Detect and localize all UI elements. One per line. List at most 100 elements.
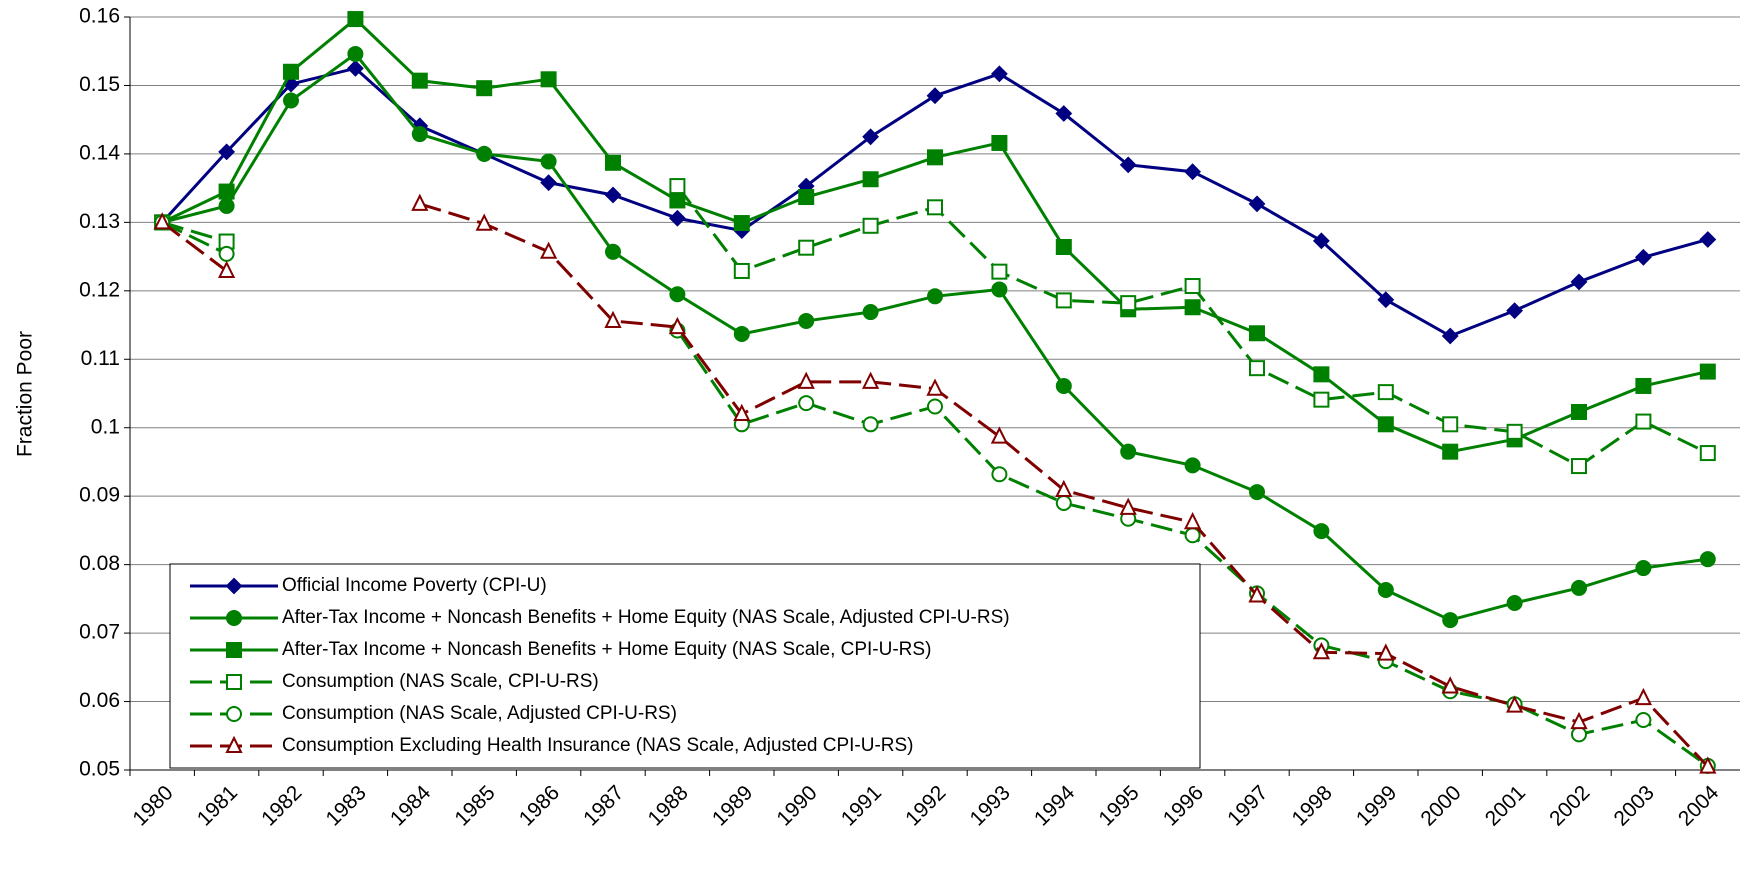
marker [1377, 581, 1394, 598]
marker [862, 304, 879, 321]
marker [1635, 560, 1652, 577]
x-tick-label: 1990 [772, 781, 821, 830]
x-tick-label: 2000 [1416, 781, 1465, 830]
marker [1055, 495, 1072, 512]
marker [733, 262, 750, 279]
marker [991, 134, 1008, 151]
marker [1055, 479, 1073, 498]
marker [862, 416, 879, 433]
x-tick-label: 1985 [450, 781, 499, 830]
marker [1055, 239, 1072, 256]
marker [1184, 527, 1201, 544]
marker [1249, 484, 1265, 501]
marker [1699, 756, 1717, 774]
marker [1506, 423, 1523, 440]
marker [1248, 195, 1266, 213]
x-tick-label: 1983 [322, 781, 371, 830]
x-tick-label: 1998 [1288, 781, 1337, 830]
marker [862, 128, 880, 146]
marker [218, 245, 235, 262]
legend-marker [226, 642, 242, 658]
marker [669, 286, 686, 303]
marker [668, 316, 687, 335]
legend-label: Official Income Poverty (CPI-U) [282, 575, 547, 596]
marker [1183, 511, 1202, 530]
marker [990, 65, 1008, 83]
x-tick-label: 1984 [386, 781, 436, 831]
x-tick-label: 1986 [515, 781, 564, 830]
marker [862, 217, 879, 234]
legend-marker [225, 735, 243, 753]
legend: Official Income Poverty (CPI-U) After-Tax… [169, 563, 1201, 769]
marker [927, 199, 943, 216]
marker [1570, 711, 1588, 730]
y-tick-label: 0.09 [79, 484, 120, 507]
marker [1377, 291, 1395, 309]
x-tick-label: 1993 [966, 781, 1015, 830]
x-tick-label: 1992 [901, 781, 950, 830]
x-tick-label: 1982 [257, 781, 306, 830]
marker [1313, 391, 1330, 408]
marker [476, 145, 493, 162]
y-tick-label: 0.12 [79, 278, 120, 301]
marker [1120, 295, 1137, 312]
x-tick-label: 1997 [1223, 781, 1272, 830]
series-line [161, 221, 228, 273]
series [154, 178, 1716, 475]
marker [283, 92, 299, 109]
marker [347, 11, 364, 28]
series-line [161, 221, 228, 256]
marker [798, 189, 815, 206]
marker [1571, 403, 1587, 420]
marker [668, 209, 686, 227]
legend-marker [226, 674, 242, 690]
marker [346, 59, 364, 77]
marker [1442, 416, 1459, 433]
marker [1699, 363, 1716, 380]
marker [991, 281, 1008, 298]
series [153, 59, 1717, 345]
marker [605, 154, 621, 171]
marker [411, 193, 429, 211]
x-tick-label: 1995 [1094, 781, 1143, 830]
marker [217, 260, 236, 278]
marker [218, 197, 235, 214]
marker [1377, 384, 1394, 401]
marker [1119, 156, 1137, 174]
marker [218, 143, 236, 161]
marker [347, 45, 364, 62]
y-tick-label: 0.08 [79, 552, 120, 575]
marker [1312, 232, 1330, 250]
marker [1634, 687, 1653, 706]
legend-marker [225, 577, 243, 595]
y-tick-label: 0.14 [79, 141, 120, 164]
marker [927, 149, 943, 166]
marker [1184, 278, 1201, 295]
marker [669, 192, 686, 209]
legend-box [169, 563, 1201, 769]
x-tick-label: 1991 [837, 781, 886, 830]
marker [990, 426, 1009, 444]
x-tick-label: 2002 [1545, 781, 1594, 830]
marker [733, 325, 750, 342]
marker [1377, 643, 1395, 661]
marker [1571, 726, 1587, 743]
marker [218, 183, 235, 200]
marker [991, 466, 1008, 483]
marker [1184, 299, 1201, 316]
marker [540, 153, 557, 170]
y-axis-label: Fraction Poor [14, 331, 37, 457]
legend-marker [226, 610, 242, 626]
marker [1119, 497, 1137, 515]
y-tick-label: 0.05 [79, 758, 120, 781]
marker [1312, 642, 1331, 660]
marker [153, 212, 171, 230]
series [153, 193, 1717, 774]
y-tick-label: 0.11 [81, 347, 120, 370]
marker [861, 371, 880, 389]
marker [926, 378, 944, 396]
marker [539, 241, 558, 259]
marker [540, 71, 557, 88]
marker [605, 243, 621, 260]
